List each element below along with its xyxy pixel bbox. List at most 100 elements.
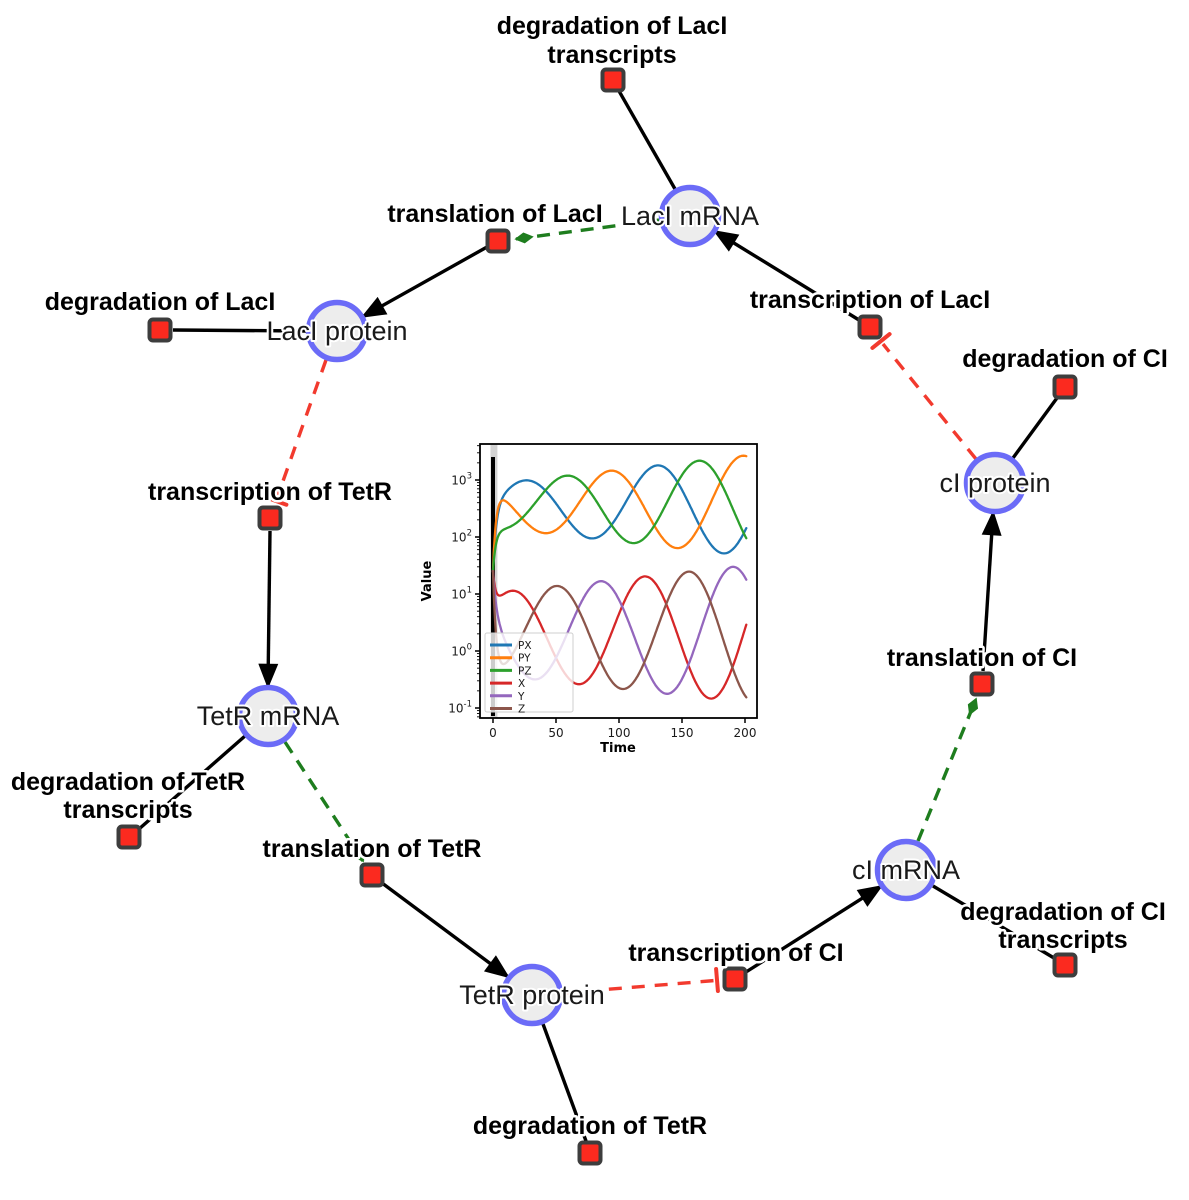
reaction-node-transcription-ci: transcription of CI xyxy=(626,937,846,992)
reaction-square xyxy=(1052,374,1078,400)
reaction-node-transcription-tetr: transcription of TetR xyxy=(146,476,394,531)
reaction-square xyxy=(577,1140,603,1166)
chart-x-tick-label: 200 xyxy=(734,726,757,740)
edge-lacI-mrna-modifies-translation xyxy=(514,218,660,244)
species-label: LacI mRNA xyxy=(621,201,759,231)
reaction-square xyxy=(722,966,748,992)
chart-y-tick-label: 101 xyxy=(451,586,472,602)
inset-chart: 0 50 100 150 20010-1100101102103TimeValuePXP… xyxy=(420,443,758,756)
chart-xlabel: Time xyxy=(600,741,636,756)
reaction-node-translation-ci: translation of CI xyxy=(884,642,1080,697)
chart-series-X xyxy=(491,570,748,700)
species-node-laci-protein: LacI protein xyxy=(264,299,410,363)
edge-lacI-mrna-degradation xyxy=(617,90,677,190)
reaction-label: degradation of TetR xyxy=(11,768,245,796)
reaction-label: transcription of CI xyxy=(628,939,843,967)
species-circle xyxy=(874,838,938,902)
edge-tetr-mrna-modifies-translation xyxy=(283,741,365,863)
reaction-label: degradation of TetR xyxy=(473,1112,707,1140)
chart-x-tick-label: 100 xyxy=(608,726,631,740)
species-node-ci-protein: cI protein xyxy=(937,451,1053,515)
species-nodes: LacI mRNA LacI protein TetR mRNA TetR pr… xyxy=(195,184,1053,1027)
chart-y-tick-label: 10-1 xyxy=(448,700,472,716)
chart-x-tick-label: 150 xyxy=(671,726,694,740)
edge-ci-mrna-degradation xyxy=(932,884,1055,960)
inhibition-tbar xyxy=(714,967,720,993)
reaction-square xyxy=(857,314,883,340)
reaction-nodes: degradation of LacI transcripts translat… xyxy=(8,10,1170,1166)
chart-y-tick-label: 100 xyxy=(451,643,472,659)
reaction-square xyxy=(969,671,995,697)
chart-legend-label-PX: PX xyxy=(518,640,532,652)
edge-lacI-protein-inhibits-tetr-transcription xyxy=(275,359,328,499)
reaction-label: transcripts xyxy=(63,796,192,824)
species-circle xyxy=(658,184,722,248)
reaction-square xyxy=(147,317,173,343)
edge-ci-mrna-modifies-translation xyxy=(916,697,979,842)
reaction-label: degradation of CI xyxy=(960,898,1166,926)
chart-y-tick-label: 102 xyxy=(451,529,472,545)
species-circle xyxy=(500,963,564,1027)
edges xyxy=(137,90,1059,1142)
inhibition-tbar xyxy=(870,332,892,350)
reaction-node-transcription-laci: transcription of LacI xyxy=(747,284,993,340)
edge-lacI-protein-degradation xyxy=(172,328,307,333)
reaction-square xyxy=(116,824,142,850)
species-label: TetR mRNA xyxy=(197,701,340,731)
edge-translation-to-ci-protein-arrow xyxy=(981,510,1002,672)
reaction-label: translation of TetR xyxy=(263,835,482,863)
species-label: cI protein xyxy=(939,468,1050,498)
reaction-node-degradation-tetr-transcripts: degradation of TetR transcripts xyxy=(8,766,248,850)
edge-tetr-protein-inhibits-ci-transcription xyxy=(562,978,716,995)
reaction-label: translation of LacI xyxy=(387,200,602,228)
reaction-node-translation-laci: translation of LacI xyxy=(385,198,605,254)
chart-series-PY xyxy=(491,454,748,573)
chart-series-PZ xyxy=(491,459,748,573)
edge-ci-protein-degradation xyxy=(1011,396,1059,460)
reaction-label: transcription of LacI xyxy=(750,286,990,314)
chart-legend-label-Z: Z xyxy=(518,704,525,716)
species-label: TetR protein xyxy=(459,980,605,1010)
edge-tetr-protein-degradation xyxy=(541,1023,588,1142)
chart-x-tick-label: 50 xyxy=(548,726,563,740)
edge-translation-to-lacI-protein-arrow xyxy=(360,245,488,318)
inhibition-tbar xyxy=(263,495,289,507)
species-node-tetr-protein: TetR protein xyxy=(457,963,607,1027)
edge-transcription-to-tetr-mrna-arrow xyxy=(258,530,279,689)
chart-legend-label-X: X xyxy=(518,678,525,690)
species-circle xyxy=(305,299,369,363)
species-circle xyxy=(236,684,300,748)
chart-legend-label-PZ: PZ xyxy=(518,665,532,677)
edge-ci-protein-inhibits-lacI-transcription xyxy=(881,342,978,461)
species-label: cI mRNA xyxy=(852,855,960,885)
reaction-node-degradation-laci: degradation of LacI xyxy=(42,286,278,343)
reaction-label: transcription of TetR xyxy=(148,478,392,506)
chart-series-PX xyxy=(491,464,748,573)
chart-y-tick-label: 103 xyxy=(451,472,472,488)
reaction-node-degradation-tetr: degradation of TetR xyxy=(470,1110,710,1166)
reaction-label: degradation of LacI xyxy=(45,288,276,316)
edge-tetr-mrna-degradation xyxy=(137,734,247,831)
reaction-label: translation of CI xyxy=(887,644,1077,672)
reaction-label: transcripts xyxy=(998,926,1127,954)
species-node-laci-mrna: LacI mRNA xyxy=(619,184,761,248)
chart-x-tick-label: 0 xyxy=(489,726,497,740)
reaction-label: transcripts xyxy=(547,41,676,69)
chart-legend-box xyxy=(484,632,574,713)
reaction-square xyxy=(600,67,626,93)
reaction-node-degradation-laci-transcripts: degradation of LacI transcripts xyxy=(494,10,730,93)
chart-legend-label-Y: Y xyxy=(517,691,525,703)
chart-ylabel: Value xyxy=(420,560,435,601)
reaction-node-degradation-ci: degradation of CI xyxy=(960,343,1170,400)
reaction-square xyxy=(359,862,385,888)
reaction-label: degradation of CI xyxy=(962,345,1168,373)
species-label: LacI protein xyxy=(266,316,407,346)
reaction-square xyxy=(1052,952,1078,978)
chart-legend-label-PY: PY xyxy=(518,653,531,665)
reaction-square xyxy=(257,505,283,531)
edge-transcription-to-ci-mrna-arrow xyxy=(745,884,884,974)
reaction-node-degradation-ci-transcripts: degradation of CI transcripts xyxy=(958,896,1168,978)
